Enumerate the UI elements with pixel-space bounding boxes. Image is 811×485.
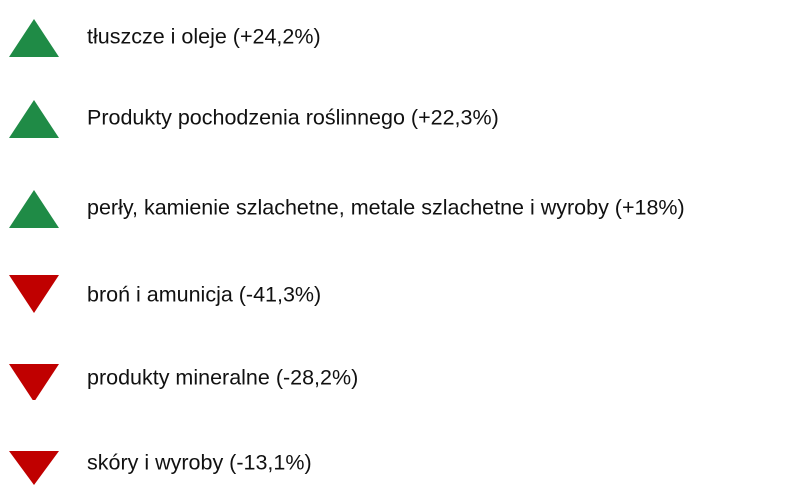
item-label: perły, kamienie szlachetne, metale szlac… (87, 195, 685, 220)
item-row: perły, kamienie szlachetne, metale szlac… (0, 186, 811, 230)
item-row: Produkty pochodzenia roślinnego (+22,3%) (0, 96, 811, 140)
item-label: Produkty pochodzenia roślinnego (+22,3%) (87, 105, 499, 130)
item-row: produkty mineralne (-28,2%) (0, 356, 811, 400)
up-arrow (9, 100, 59, 138)
item-label: broń i amunicja (-41,3%) (87, 282, 322, 307)
item-row: skóry i wyroby (-13,1%) (0, 441, 811, 485)
down-arrow (9, 364, 59, 400)
up-arrow (9, 19, 59, 57)
item-label: produkty mineralne (-28,2%) (87, 365, 359, 390)
up-arrow (9, 190, 59, 228)
item-row: broń i amunicja (-41,3%) (0, 273, 811, 317)
item-label: tłuszcze i oleje (+24,2%) (87, 24, 321, 49)
item-row: tłuszcze i oleje (+24,2%) (0, 15, 811, 59)
down-arrow (9, 275, 59, 313)
down-arrow (9, 451, 59, 485)
item-label: skóry i wyroby (-13,1%) (87, 450, 312, 475)
